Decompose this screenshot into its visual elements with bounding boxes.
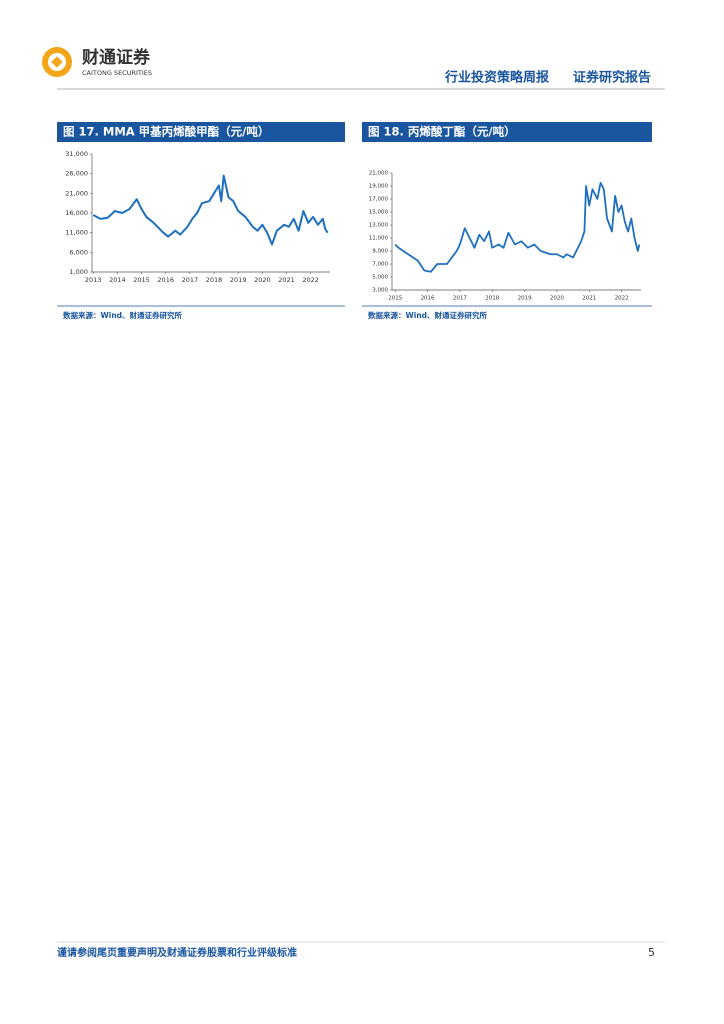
figure-title: 图 18. 丙烯酸丁酯（元/吨）: [368, 125, 516, 139]
x-tick-label: 2020: [254, 276, 271, 284]
x-tick-label: 2019: [230, 276, 247, 284]
report-class: 证券研究报告: [573, 70, 651, 86]
y-tick-label: 15,000: [369, 210, 389, 216]
y-tick-label: 31,000: [65, 150, 88, 158]
series-line: [394, 181, 641, 273]
x-tick-label: 2018: [485, 296, 499, 302]
figure-title: 图 17. MMA 甲基丙烯酸甲酯（元/吨）: [63, 125, 269, 139]
page-number: 5: [648, 946, 655, 959]
x-tick-label: 2020: [550, 296, 564, 302]
x-tick-label: 2013: [85, 276, 102, 284]
y-tick-label: 11,000: [369, 236, 389, 242]
report-type: 行业投资策略周报: [444, 70, 550, 86]
x-tick-label: 2022: [302, 276, 319, 284]
y-tick-label: 7,000: [372, 262, 388, 268]
title-bar: [362, 122, 652, 142]
y-tick-label: 16,000: [65, 209, 88, 217]
x-tick-label: 2015: [388, 296, 402, 302]
x-tick-label: 2021: [582, 296, 596, 302]
x-tick-label: 2014: [109, 276, 126, 284]
x-tick-label: 2016: [157, 276, 174, 284]
y-tick-label: 3,000: [372, 288, 388, 294]
logo-en: CAITONG SECURITIES: [82, 69, 152, 77]
x-tick-label: 2018: [206, 276, 223, 284]
logo-cn: 财通证券: [81, 47, 151, 68]
title-bar: [57, 122, 345, 142]
y-tick-label: 21,000: [65, 189, 88, 197]
y-tick-label: 5,000: [372, 275, 388, 281]
y-tick-label: 13,000: [369, 223, 389, 229]
y-tick-label: 26,000: [65, 170, 88, 178]
disclaimer: 谨请参阅尾页重要声明及财通证券股票和行业评级标准: [57, 946, 297, 959]
y-tick-label: 11,000: [65, 229, 88, 237]
y-tick-label: 19,000: [369, 184, 389, 190]
figure-source: 数据来源：Wind、财通证券研究所: [63, 310, 183, 320]
x-tick-label: 2017: [182, 276, 199, 284]
series-line: [92, 174, 329, 246]
logo: [42, 47, 72, 77]
y-tick-label: 1,000: [69, 268, 88, 276]
x-tick-label: 2017: [453, 296, 467, 302]
x-tick-label: 2015: [133, 276, 150, 284]
x-tick-label: 2022: [615, 296, 629, 302]
figure-source: 数据来源：Wind、财通证券研究所: [368, 310, 488, 320]
x-tick-label: 2021: [278, 276, 295, 284]
y-tick-label: 6,000: [69, 248, 88, 256]
y-tick-label: 9,000: [372, 249, 388, 255]
x-tick-label: 2019: [518, 296, 532, 302]
y-tick-label: 17,000: [369, 197, 389, 203]
x-tick-label: 2016: [421, 296, 435, 302]
y-tick-label: 21,000: [369, 171, 389, 177]
